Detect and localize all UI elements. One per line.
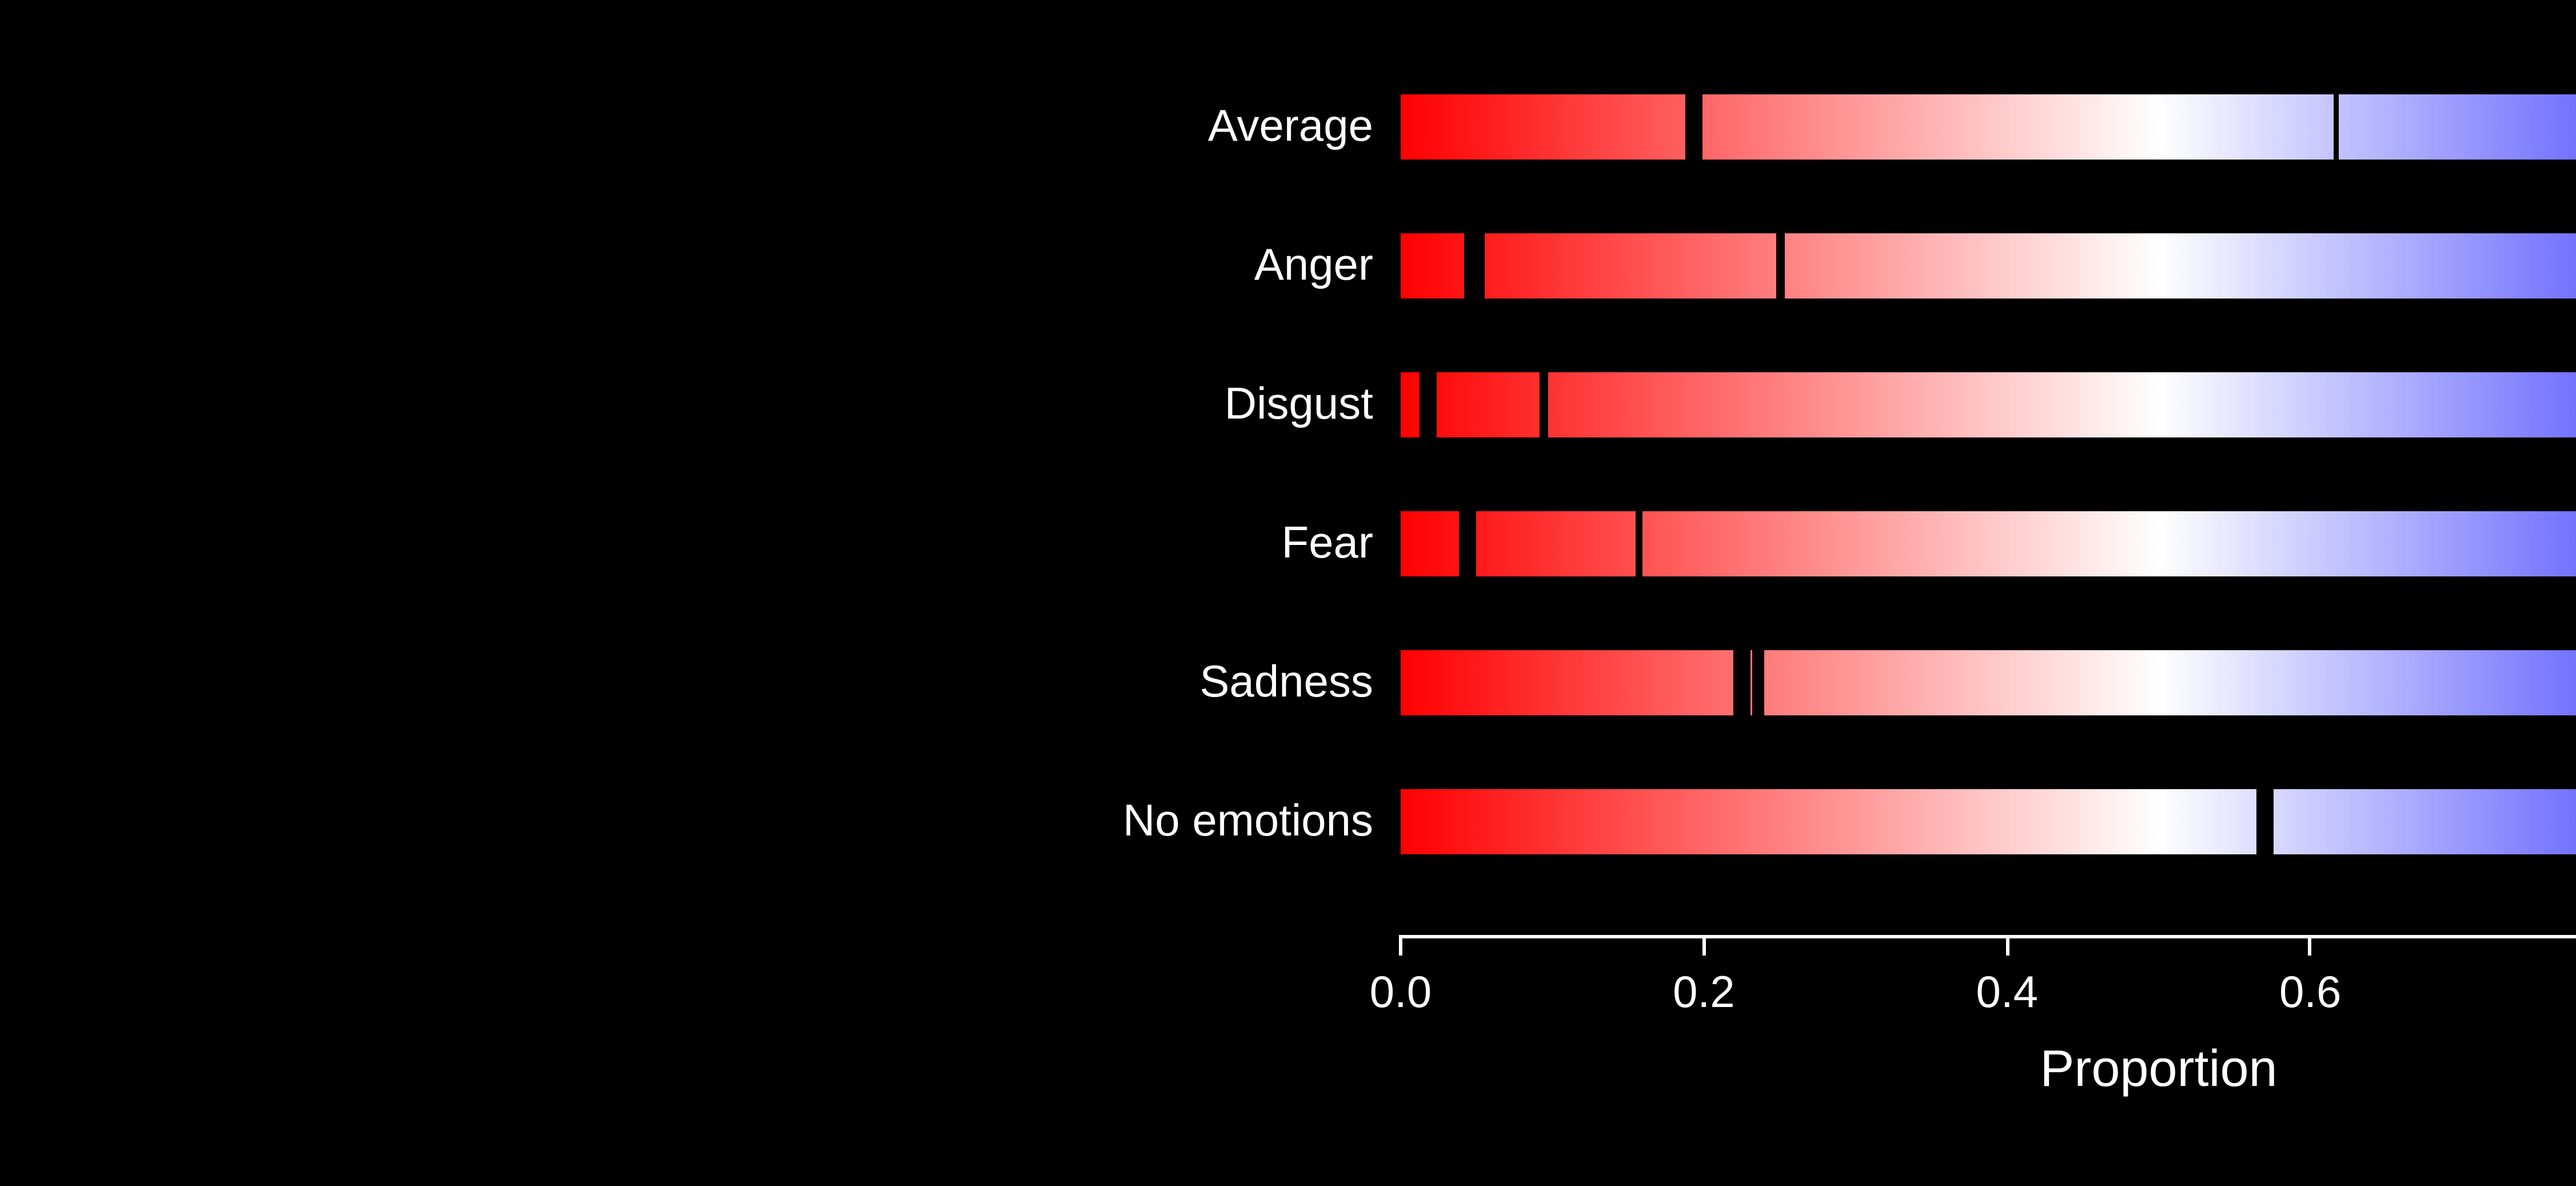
bar-track — [1401, 372, 2576, 437]
bar-divider — [1777, 233, 1784, 299]
x-tick — [2005, 935, 2009, 956]
row-label: Fear — [1282, 516, 1373, 570]
row-label: No emotions — [1123, 794, 1373, 847]
bar-gradient — [1401, 511, 2576, 576]
bar-gradient — [1401, 789, 2576, 854]
row-label: Average — [1208, 100, 1373, 153]
bar-track — [1401, 789, 2576, 854]
row-label: Sadness — [1199, 655, 1373, 709]
bar-gradient — [1401, 650, 2576, 715]
bar-divider — [2257, 789, 2274, 854]
x-axis — [1401, 935, 2576, 938]
x-tick — [1702, 935, 1705, 956]
x-tick — [1399, 935, 1402, 956]
bar-gradient — [1401, 372, 2576, 437]
row-label: Anger — [1254, 238, 1373, 292]
x-tick-label: 0.6 — [2279, 966, 2341, 1019]
bar-divider — [1464, 233, 1484, 299]
bar-gradient — [1401, 233, 2576, 299]
x-tick-label: 0.2 — [1673, 966, 1734, 1019]
bar-gradient — [1401, 94, 2576, 160]
bar-divider — [1540, 372, 1548, 437]
x-tick-label: 0.0 — [1370, 966, 1431, 1019]
bar-track — [1401, 511, 2576, 576]
bar-track — [1401, 94, 2576, 160]
chart: Average Anger Disgust Fear Sadness No emotion… — [0, 0, 2576, 1185]
x-axis-title: Proportion — [2040, 1041, 2277, 1100]
bar-divider — [2333, 94, 2338, 160]
bar-divider — [1458, 511, 1477, 576]
x-tick-label: 0.4 — [1976, 966, 2038, 1019]
bar-track — [1401, 650, 2576, 715]
x-tick — [2308, 935, 2312, 956]
bar-divider — [1636, 511, 1643, 576]
bar-divider — [1419, 372, 1436, 437]
bar-divider — [1752, 650, 1764, 715]
row-label: Disgust — [1225, 377, 1373, 431]
bar-track — [1401, 233, 2576, 299]
bar-divider — [1686, 94, 1703, 160]
bar-divider — [1734, 650, 1751, 715]
